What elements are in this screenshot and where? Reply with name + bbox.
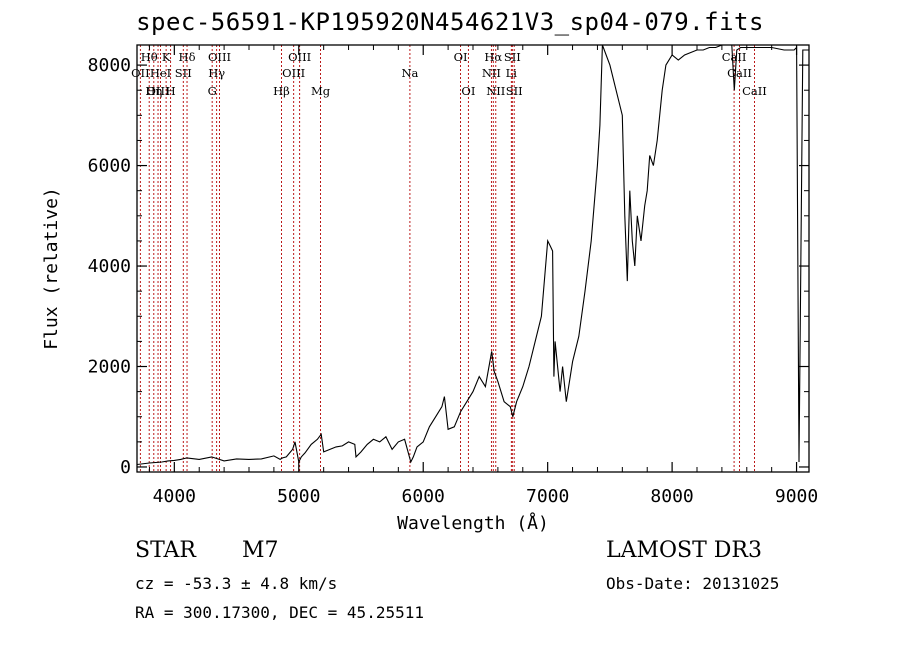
line-label-11: G: [208, 84, 217, 98]
line-label-22: SII: [504, 50, 521, 64]
y-tick-label-3: 6000: [88, 156, 131, 177]
y-tick-label-0: 0: [120, 457, 131, 478]
redshift-cz: cz = -53.3 ± 4.8 km/s: [135, 574, 338, 593]
line-label-21: NII: [486, 84, 505, 98]
line-label-27: CaII: [742, 84, 767, 98]
line-label-7: SII: [175, 66, 192, 80]
emission-line-labels: Hθ OII OIII HeI Hη K H SII Hδ OIII Hγ G Hβ OIII OIII Mg…: [131, 50, 767, 98]
line-label-8: Hδ: [179, 50, 196, 64]
line-label-19: Hα: [484, 50, 502, 64]
observation-date: Obs-Date: 20131025: [606, 574, 780, 593]
line-label-14: OIII: [288, 50, 311, 64]
line-label-20: NII: [482, 66, 501, 80]
x-axis-ticks: 4000 5000 6000 7000 8000 9000: [148, 45, 818, 507]
line-label-15: Mg: [311, 84, 331, 98]
line-label-1: OII: [131, 66, 150, 80]
survey-name: LAMOST DR3: [606, 538, 762, 563]
line-label-10: Hγ: [208, 66, 225, 80]
plot-frame: [136, 44, 810, 473]
line-label-23: Li: [506, 66, 518, 80]
y-axis-label: Flux (relative): [41, 187, 62, 350]
line-label-2: OIII: [146, 84, 169, 98]
y-tick-label-1: 2000: [88, 357, 131, 378]
spectrum-line: [136, 44, 809, 466]
line-label-18: OI: [461, 84, 475, 98]
x-tick-label-4: 8000: [650, 486, 693, 507]
line-label-12: Hβ: [273, 84, 290, 98]
x-axis-label: Wavelength (Å): [397, 512, 549, 534]
line-label-25: CaII: [722, 50, 747, 64]
emission-line-markers: [139, 45, 755, 472]
y-tick-label-4: 8000: [88, 55, 131, 76]
y-axis-ticks: 0 2000 4000 6000 8000: [88, 55, 809, 478]
line-label-5: K: [162, 50, 171, 64]
object-subclass: M7: [242, 538, 279, 563]
x-tick-label-1: 5000: [277, 486, 320, 507]
line-label-3: HeI: [150, 66, 171, 80]
x-tick-label-5: 9000: [775, 486, 818, 507]
line-label-9: OIII: [208, 50, 231, 64]
x-tick-label-2: 6000: [402, 486, 445, 507]
line-label-17: OI: [454, 50, 468, 64]
line-label-0: Hθ: [141, 50, 158, 64]
chart-title: spec-56591-KP195920N454621V3_sp04-079.fi…: [136, 8, 764, 36]
line-label-6: H: [166, 84, 176, 98]
sky-coordinates: RA = 300.17300, DEC = 45.25511: [135, 603, 424, 622]
x-tick-label-3: 7000: [526, 486, 569, 507]
x-tick-label-0: 4000: [153, 486, 196, 507]
line-label-4: Hη: [145, 84, 162, 98]
line-label-16: Na: [401, 66, 418, 80]
line-label-26: CaII: [727, 66, 752, 80]
line-label-13: OIII: [282, 66, 305, 80]
y-tick-label-2: 4000: [88, 256, 131, 277]
object-class: STAR: [135, 538, 196, 563]
line-label-24: SII: [506, 84, 523, 98]
